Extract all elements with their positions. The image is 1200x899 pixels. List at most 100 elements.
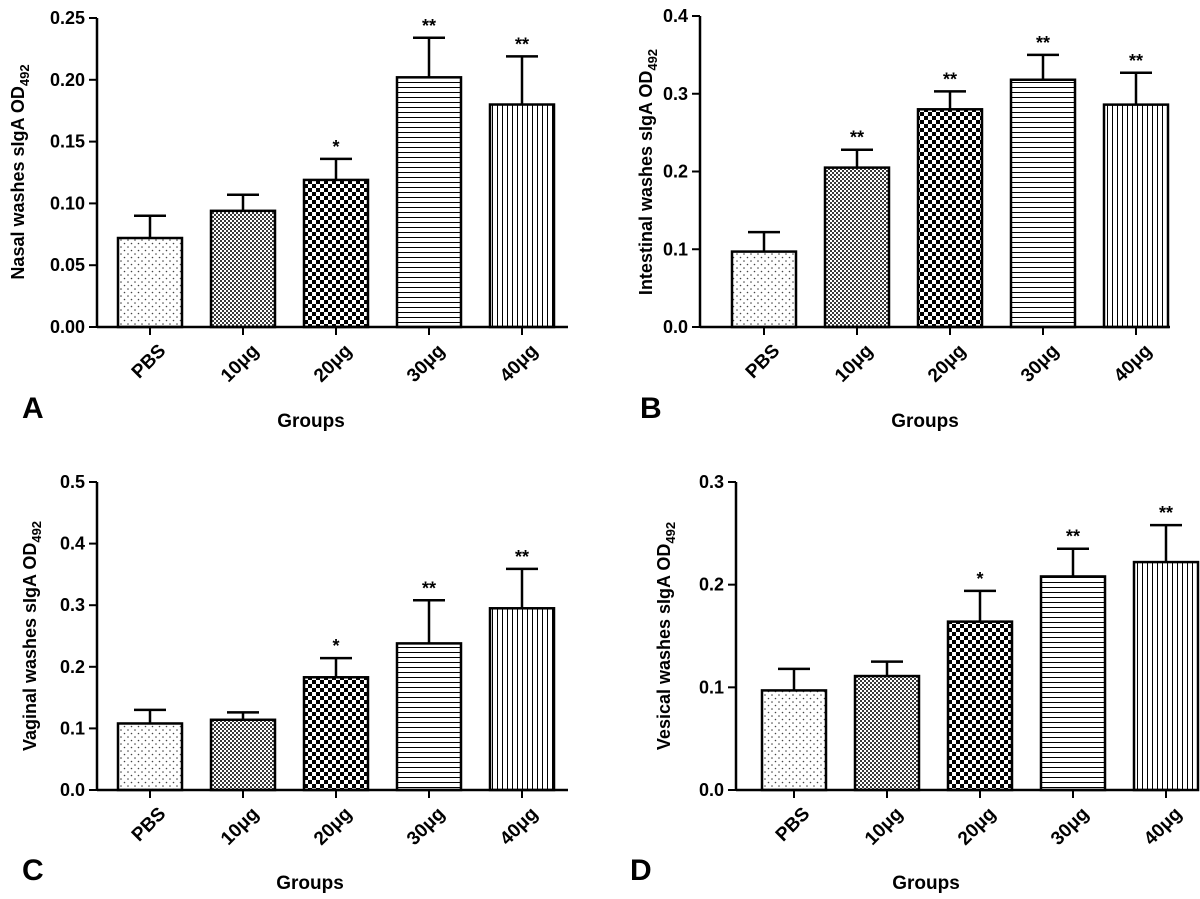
bar-4 [1102,103,1170,329]
x-tick-label: 20μg [310,340,356,386]
error-bar-4 [506,567,538,609]
x-tick-label: 20μg [954,803,1000,849]
x-axis-title: Groups [277,411,345,432]
y-tick-label: 0.1 [699,677,724,697]
bar-0 [760,689,828,792]
y-tick-label: 0.10 [50,193,85,213]
y-axis-title: Vesical washes sIgA OD492 [654,522,678,750]
y-tick-label: 0.2 [663,162,688,182]
bar-0 [730,250,798,329]
panel-letter: B [640,392,662,425]
error-bar-4 [1150,523,1182,563]
bar-3 [1009,78,1077,329]
y-tick-label: 0.00 [50,317,85,337]
y-tick-label: 0.0 [699,780,724,800]
significance-label: ** [850,128,864,148]
error-bar-3 [413,599,445,644]
x-tick-label: 30μg [403,340,449,386]
error-bar-0 [134,708,166,724]
error-bar-2 [964,589,996,622]
bar-2 [916,108,984,329]
x-axis-title: Groups [891,411,959,432]
error-bar-3 [1027,53,1059,80]
y-tick-label: 0.20 [50,70,85,90]
significance-label: ** [1129,51,1143,71]
significance-label: * [332,636,339,656]
x-tick-label: 10μg [217,340,263,386]
bar-3 [395,76,463,329]
y-tick-label: 0.2 [699,575,724,595]
y-tick-label: 0.4 [663,6,688,26]
x-axis-title: Groups [276,873,344,894]
bar-4 [488,103,556,329]
x-tick-label: 20μg [924,340,970,386]
x-tick-label: 40μg [496,803,542,849]
y-axis-title: Intestinal washes sIgA OD492 [636,49,660,295]
bar-1 [209,209,277,329]
y-axis-title-subscript: 492 [645,49,660,71]
y-tick-label: 0.3 [699,472,724,492]
y-tick-label: 0.0 [663,317,688,337]
y-axis-title-main: Vesical washes sIgA OD [654,544,674,750]
significance-label: ** [422,16,436,36]
error-bar-3 [413,36,445,78]
error-bar-1 [227,193,259,211]
error-bar-2 [934,90,966,110]
error-bar-1 [841,148,873,168]
y-tick-label: 0.0 [60,780,85,800]
y-axis-title-subscript: 492 [17,64,32,86]
y-axis-title-main: Vaginal washes sIgA OD [20,543,40,751]
x-tick-label: PBS [128,803,170,845]
y-tick-label: 0.3 [60,595,85,615]
y-tick-label: 0.2 [60,657,85,677]
bar-1 [209,718,277,792]
bar-2 [302,178,370,329]
x-tick-label: 40μg [496,340,542,386]
y-tick-label: 0.4 [60,534,85,554]
bar-3 [395,642,463,792]
panel-letter: D [630,854,652,887]
y-tick-label: 0.3 [663,84,688,104]
bar-3 [1039,575,1107,792]
x-tick-label: 10μg [217,803,263,849]
error-bar-3 [1057,547,1089,577]
error-bar-1 [871,660,903,677]
significance-label: ** [943,69,957,89]
bar-4 [488,607,556,792]
error-bar-1 [227,711,259,720]
panel-letter: C [22,854,44,887]
significance-label: ** [515,34,529,54]
x-tick-label: 10μg [861,803,907,849]
y-axis-title: Vaginal washes sIgA OD492 [20,521,44,751]
y-tick-label: 0.15 [50,132,85,152]
significance-label: ** [1066,527,1080,547]
x-tick-label: PBS [742,340,784,382]
bar-2 [302,676,370,792]
error-bar-0 [778,667,810,691]
bar-1 [853,674,921,792]
bar-2 [946,620,1014,792]
y-axis-title-main: Nasal washes sIgA OD [8,86,28,279]
bar-0 [116,236,184,329]
x-tick-label: 30μg [1047,803,1093,849]
error-bar-2 [320,656,352,678]
y-tick-label: 0.05 [50,255,85,275]
significance-label: ** [1159,503,1173,523]
significance-label: * [332,137,339,157]
x-tick-label: 30μg [403,803,449,849]
y-axis-title-main: Intestinal washes sIgA OD [636,71,656,295]
error-bar-0 [748,230,780,252]
significance-label: ** [1036,33,1050,53]
x-axis-title: Groups [892,873,960,894]
x-tick-label: 30μg [1017,340,1063,386]
y-tick-label: 0.1 [663,239,688,259]
x-tick-label: 10μg [831,340,877,386]
x-tick-label: PBS [772,803,814,845]
bar-1 [823,166,891,329]
x-tick-label: 40μg [1110,340,1156,386]
error-bar-4 [506,55,538,105]
